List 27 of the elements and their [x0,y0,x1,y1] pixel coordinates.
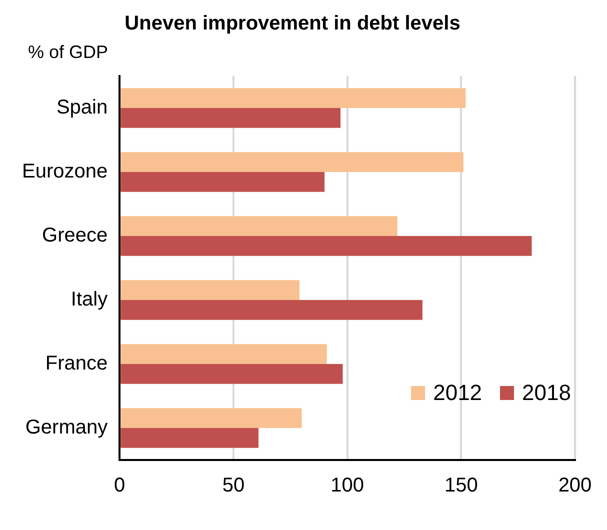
bar [120,108,340,128]
bar [120,364,343,384]
y-axis-title: % of GDP [28,42,108,63]
legend-label: 2018 [521,380,571,406]
bar [120,428,259,448]
bar [120,344,327,364]
x-tick-label: 200 [558,474,592,497]
bar [120,280,300,300]
y-tick-label: Germany [25,416,108,439]
y-tick-label: Eurozone [22,160,108,183]
x-tick-label: 100 [330,474,364,497]
x-tick-label: 150 [444,474,478,497]
bar [120,216,398,236]
legend-label: 2012 [432,380,482,406]
y-tick-label: Italy [70,288,108,311]
bar [120,300,422,320]
x-tick-label: 0 [114,474,126,497]
bar [120,408,302,428]
bar [120,88,466,108]
bar [120,236,532,256]
y-tick-label: Spain [56,96,108,119]
chart-title: Uneven improvement in debt levels [124,12,460,35]
bar [120,152,464,172]
bar [120,172,325,192]
x-tick-label: 50 [222,474,245,497]
y-tick-label: Greece [42,224,108,247]
y-tick-label: France [45,352,108,375]
